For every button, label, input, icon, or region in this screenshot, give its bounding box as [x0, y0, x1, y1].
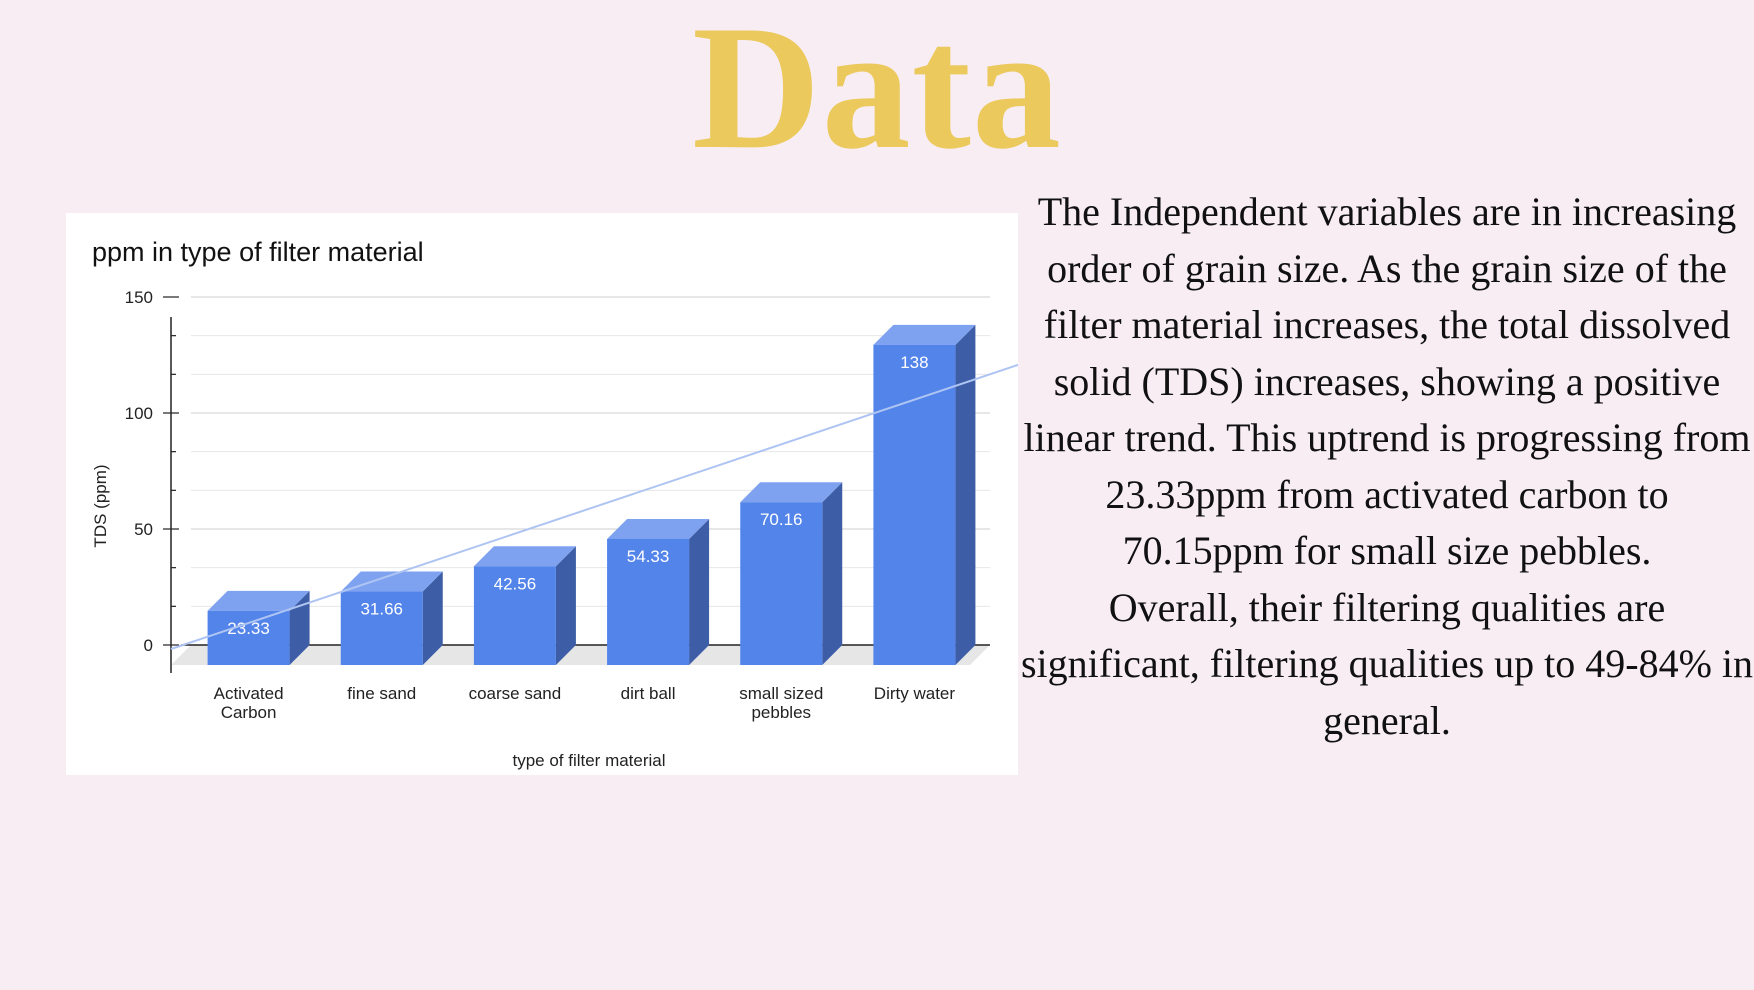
bar [340, 591, 423, 665]
x-tick-label: small sized [739, 684, 823, 703]
bar-top [473, 546, 576, 567]
x-tick-label: fine sand [347, 684, 416, 703]
chart-panel: ppm in type of filter material TDS (ppm)… [66, 213, 1018, 775]
x-tick-label: coarse sand [469, 684, 562, 703]
x-tick-label: Dirty water [874, 684, 956, 703]
x-axis-label: type of filter material [512, 751, 665, 770]
bar-top [740, 482, 843, 503]
x-tick-label: pebbles [751, 703, 811, 722]
x-tick-label: Activated [214, 684, 284, 703]
slide-title: Data [692, 0, 1062, 186]
y-tick-label: 150 [125, 288, 153, 307]
y-tick-label: 0 [144, 636, 153, 655]
bar-top [607, 518, 710, 539]
x-tick-label: Carbon [221, 703, 277, 722]
data-label: 31.66 [360, 600, 403, 619]
y-tick-label: 50 [134, 520, 153, 539]
y-tick-label: 100 [125, 404, 153, 423]
bar [873, 344, 956, 665]
bar-side [289, 590, 310, 665]
data-label: 54.33 [627, 547, 670, 566]
bar-side [555, 546, 576, 665]
bar [473, 566, 556, 665]
bar-side [822, 482, 843, 665]
x-tick-label: dirt ball [621, 684, 676, 703]
chart-title: ppm in type of filter material [92, 237, 424, 267]
bar-top [873, 324, 976, 345]
data-label: 70.16 [760, 510, 803, 529]
description-paragraph: Overall, their filtering qualities are s… [1020, 584, 1754, 743]
bar-side [955, 324, 976, 665]
y-axis-label: TDS (ppm) [91, 464, 110, 547]
data-label: 23.33 [227, 619, 270, 638]
bar-side [422, 571, 443, 665]
bar-top [340, 571, 443, 592]
bar [740, 502, 823, 665]
description-text: The Independent variables are in increas… [1020, 184, 1754, 749]
bar-chart: ppm in type of filter material TDS (ppm)… [91, 237, 1018, 770]
bar [207, 610, 290, 665]
bar-top [207, 590, 310, 611]
bar [607, 538, 690, 665]
data-label: 42.56 [494, 574, 537, 593]
bar-side [689, 518, 710, 665]
description-paragraph: The Independent variables are in increas… [1023, 189, 1751, 573]
data-label: 138 [900, 353, 928, 372]
trendline [170, 363, 1018, 650]
